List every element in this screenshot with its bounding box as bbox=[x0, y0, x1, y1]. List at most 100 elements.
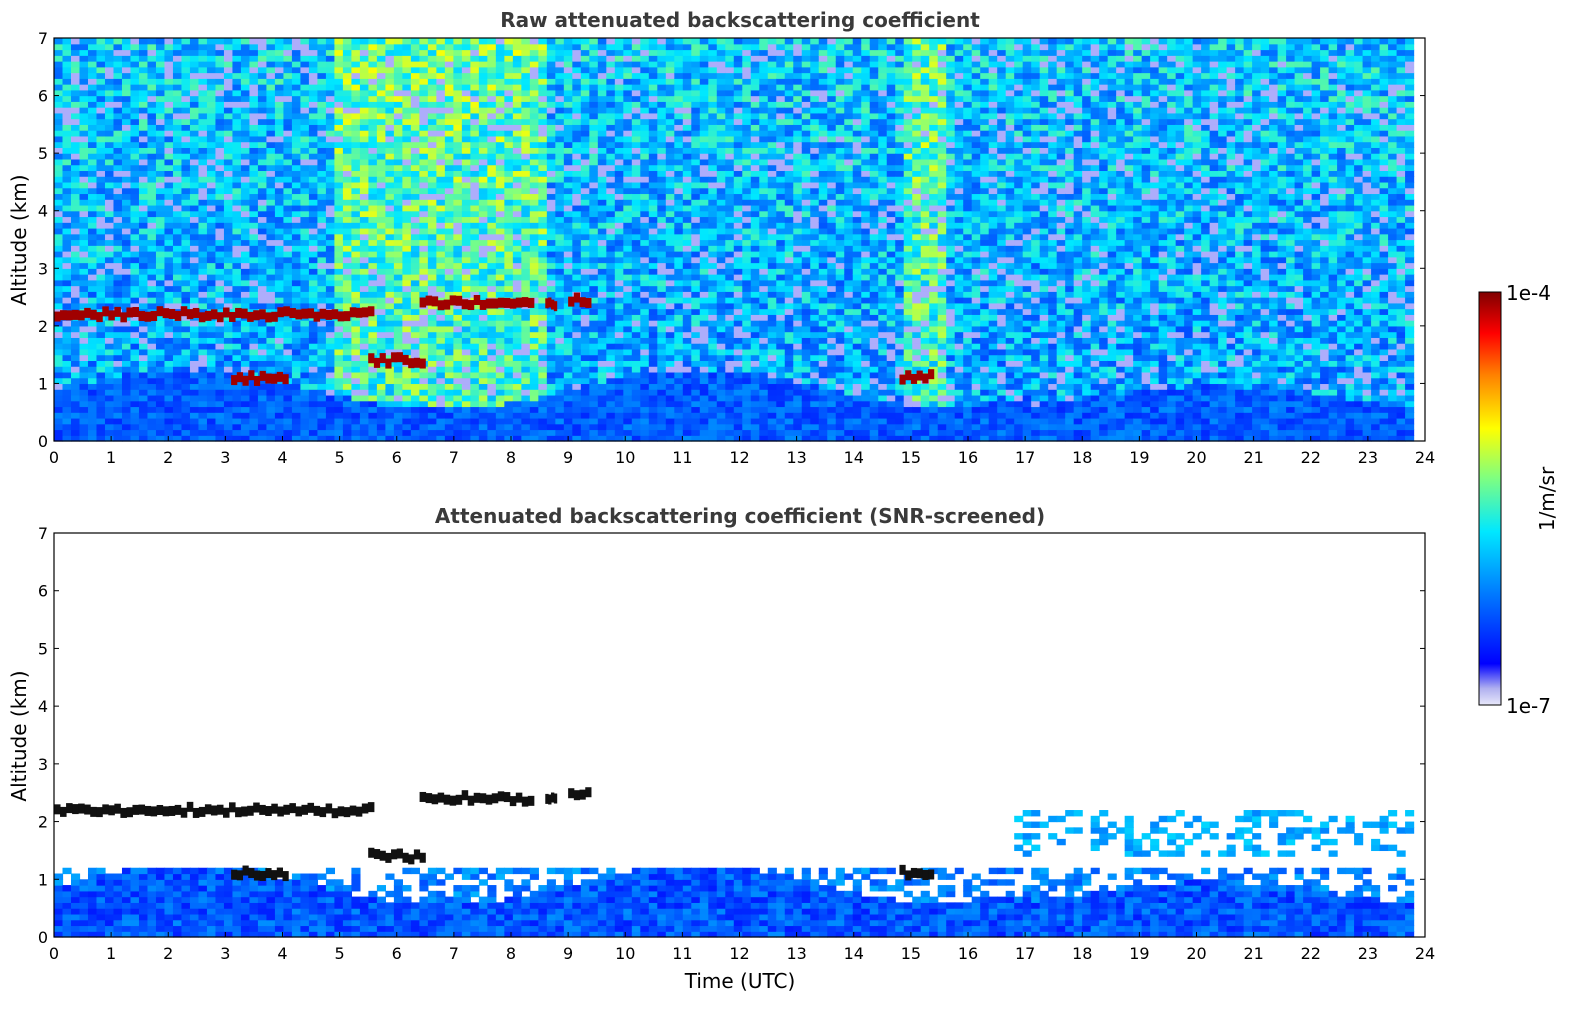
raw-heat-cell bbox=[121, 417, 132, 425]
raw-heat-cell bbox=[589, 193, 599, 200]
raw-heat-cell bbox=[495, 153, 505, 160]
raw-heat-cell bbox=[62, 268, 72, 275]
raw-heat-cell bbox=[342, 429, 353, 436]
raw-heat-cell bbox=[512, 285, 522, 292]
raw-heat-cell bbox=[342, 325, 353, 333]
raw-heat-cell bbox=[351, 360, 361, 367]
raw-heat-cell bbox=[444, 176, 454, 183]
raw-heat-cell bbox=[189, 216, 200, 223]
raw-heat-cell bbox=[640, 337, 650, 344]
raw-heat-cell bbox=[215, 72, 225, 79]
raw-heat-cell bbox=[308, 61, 319, 68]
raw-heat-cell bbox=[427, 417, 437, 425]
raw-heat-cell bbox=[198, 49, 208, 56]
raw-heat-cell bbox=[283, 176, 293, 183]
raw-heat-cell bbox=[138, 320, 149, 327]
raw-heat-cell bbox=[308, 291, 319, 298]
raw-heat-cell bbox=[487, 268, 497, 275]
raw-heat-cell bbox=[147, 164, 157, 172]
raw-heat-cell bbox=[521, 49, 531, 56]
raw-heat-cell bbox=[342, 95, 353, 102]
raw-heat-cell bbox=[359, 302, 370, 310]
raw-heat-cell bbox=[104, 371, 115, 379]
raw-heat-cell bbox=[580, 227, 590, 235]
raw-heat-cell bbox=[198, 406, 208, 413]
raw-heat-cell bbox=[495, 158, 505, 166]
raw-heat-cell bbox=[436, 193, 446, 200]
raw-heat-cell bbox=[257, 262, 268, 269]
raw-heat-cell bbox=[427, 216, 437, 223]
raw-heat-cell bbox=[308, 141, 319, 148]
raw-heat-cell bbox=[572, 412, 582, 419]
raw-heat-cell bbox=[232, 343, 242, 350]
raw-heat-cell bbox=[623, 61, 633, 68]
raw-heat-cell bbox=[130, 193, 140, 200]
raw-heat-cell bbox=[308, 262, 319, 269]
raw-heat-cell bbox=[240, 204, 251, 212]
raw-heat-cell bbox=[155, 193, 166, 200]
raw-heat-cell bbox=[138, 38, 149, 45]
raw-heat-cell bbox=[249, 101, 259, 108]
raw-heat-cell bbox=[623, 147, 633, 154]
raw-heat-cell bbox=[504, 417, 514, 425]
raw-heat-cell bbox=[623, 435, 633, 442]
raw-heat-cell bbox=[232, 354, 242, 361]
raw-heat-cell bbox=[96, 170, 106, 177]
raw-heat-cell bbox=[342, 158, 353, 166]
raw-heat-cell bbox=[580, 377, 590, 385]
raw-heat-cell bbox=[555, 147, 565, 154]
raw-heat-cell bbox=[308, 320, 319, 327]
raw-heat-cell bbox=[555, 164, 565, 172]
raw-heat-cell bbox=[555, 417, 565, 425]
raw-heat-cell bbox=[266, 239, 276, 246]
raw-heat-cell bbox=[572, 135, 582, 143]
raw-heat-cell bbox=[79, 141, 89, 148]
raw-heat-cell bbox=[504, 256, 514, 264]
raw-heat-cell bbox=[257, 297, 268, 304]
raw-heat-cell bbox=[223, 38, 234, 45]
raw-heat-cell bbox=[495, 78, 505, 85]
raw-heat-cell bbox=[393, 101, 403, 108]
raw-heat-cell bbox=[266, 417, 276, 425]
raw-heat-cell bbox=[555, 308, 565, 315]
raw-heat-cell bbox=[138, 325, 149, 333]
raw-heat-cell bbox=[376, 118, 386, 125]
raw-heat-cell bbox=[283, 337, 293, 344]
raw-heat-cell bbox=[572, 199, 582, 206]
raw-heat-cell bbox=[291, 331, 302, 338]
raw-heat-cell bbox=[317, 130, 327, 137]
raw-heat-cell bbox=[614, 84, 624, 91]
raw-heat-cell bbox=[266, 153, 276, 160]
raw-heat-cell bbox=[291, 239, 302, 246]
raw-heat-cell bbox=[351, 78, 361, 85]
raw-heat-cell bbox=[453, 222, 463, 229]
raw-heat-cell bbox=[470, 360, 480, 367]
raw-heat-cell bbox=[189, 227, 200, 235]
raw-heat-cell bbox=[487, 279, 497, 287]
raw-heat-cell bbox=[257, 256, 268, 264]
raw-heat-cell bbox=[198, 141, 208, 148]
raw-heat-cell bbox=[54, 153, 64, 160]
raw-heat-cell bbox=[597, 61, 607, 68]
raw-heat-cell bbox=[206, 222, 217, 229]
raw-heat-cell bbox=[87, 164, 98, 172]
raw-heat-cell bbox=[308, 164, 319, 172]
raw-heat-cell bbox=[215, 348, 225, 356]
raw-heat-cell bbox=[96, 72, 106, 79]
raw-heat-cell bbox=[614, 193, 624, 200]
raw-heat-cell bbox=[130, 72, 140, 79]
raw-heat-cell bbox=[512, 245, 522, 252]
raw-heat-cell bbox=[597, 135, 607, 143]
raw-heat-cell bbox=[580, 55, 590, 62]
raw-heat-cell bbox=[155, 302, 166, 310]
raw-heat-cell bbox=[368, 348, 378, 356]
raw-heat-cell bbox=[138, 417, 149, 425]
raw-heat-cell bbox=[512, 239, 522, 246]
raw-heat-cell bbox=[657, 302, 667, 310]
raw-heat-cell bbox=[453, 291, 463, 298]
raw-heat-cell bbox=[181, 124, 191, 131]
raw-heat-cell bbox=[181, 181, 191, 189]
raw-heat-cell bbox=[402, 66, 412, 74]
raw-heat-cell bbox=[580, 262, 590, 269]
raw-heat-cell bbox=[444, 331, 454, 338]
